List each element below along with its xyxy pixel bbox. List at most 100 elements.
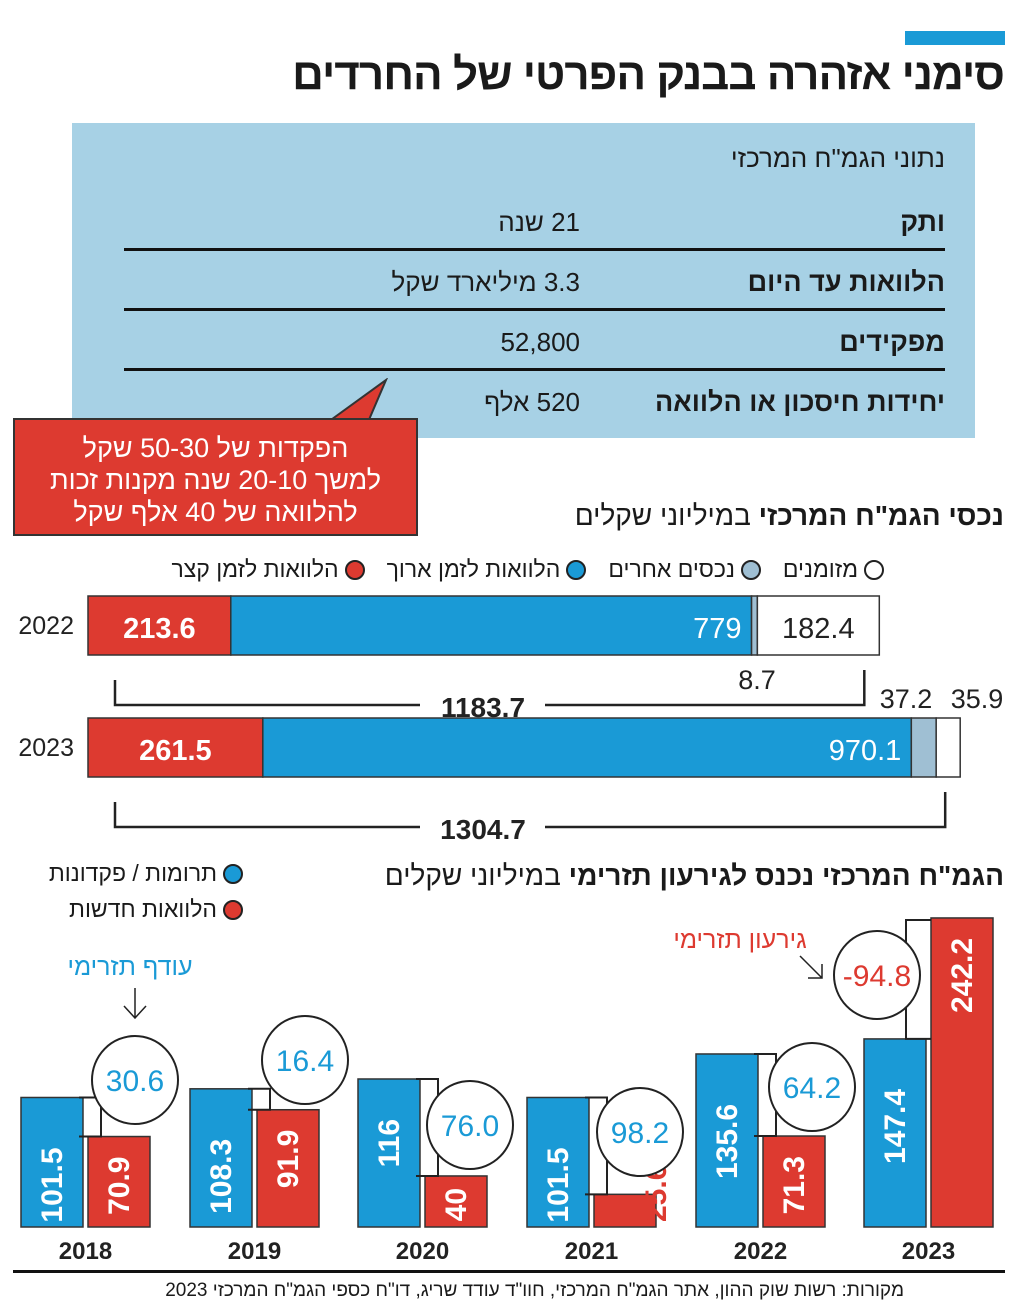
bar-value-label: 779: [693, 613, 741, 645]
difference-label: 16.4: [276, 1045, 334, 1078]
info-row: הלוואות עד היום 3.3 מיליארד שקל: [124, 248, 945, 311]
difference-circle: [426, 1080, 514, 1170]
bar-contributions: [189, 1088, 253, 1228]
bar-contributions: [526, 1096, 590, 1228]
info-value: 3.3 מיליארד שקל: [391, 267, 580, 297]
accent-bar: [905, 31, 1005, 45]
bar-value-label: 71.3: [778, 1156, 811, 1214]
bar-value-label: 213.6: [123, 613, 196, 645]
callout-pointer: [326, 378, 388, 422]
legend-swatch: [223, 863, 243, 884]
difference-bracket: [79, 1096, 102, 1138]
bar-segment: [910, 717, 937, 778]
legend-item: תרומות / פקדונות: [18, 860, 243, 887]
legend-item: הלוואות לזמן ארוך: [387, 556, 587, 583]
legend-item: הלוואות חדשות: [18, 896, 243, 923]
chart1-title: נכסי הגמ"ח המרכזי במיליוני שקלים: [575, 500, 1004, 532]
bar-value-label: 108.3: [205, 1139, 238, 1214]
total-bracket: [113, 670, 866, 707]
arrow-icon: [799, 955, 823, 979]
bar-value-label: 40: [440, 1188, 473, 1221]
bar-new-loans: [256, 1108, 320, 1228]
bar-contributions: [863, 1038, 927, 1228]
chart1-legend: מזומנים נכסים אחרים הלוואות לזמן ארוך הל…: [171, 556, 884, 583]
bar-new-loans: [424, 1175, 488, 1228]
info-row: ותק 21 שנה: [124, 188, 945, 251]
difference-circle: [833, 930, 921, 1020]
legend-label: תרומות / פקדונות: [48, 860, 217, 886]
legend-label: מזומנים: [782, 556, 858, 582]
year-label: 2022: [18, 612, 74, 640]
bar-segment: [87, 717, 264, 778]
year-label: 2021: [565, 1238, 618, 1265]
year-label: 2020: [396, 1238, 449, 1265]
callout-line: להלוואה של 40 אלף שקל: [73, 497, 358, 527]
legend-item: מזומנים: [783, 556, 884, 583]
chart1-title-unit: במיליוני שקלים: [574, 500, 751, 531]
bar-contributions: [20, 1096, 84, 1228]
difference-label: 64.2: [783, 1072, 841, 1105]
info-value: 520 אלף: [484, 387, 580, 417]
chart1-title-main: נכסי הגמ"ח המרכזי: [758, 500, 1004, 531]
bar-value-label: 261.5: [139, 735, 212, 767]
bar-value-label: 70.9: [103, 1157, 136, 1215]
total-bracket: [113, 792, 947, 829]
chart2-title-main: הגמ"ח המרכזי נכנס לגירעון תזרימי: [568, 860, 1004, 891]
deficit-annotation: גירעון תזרימי: [673, 926, 806, 954]
info-subtitle: נתוני הגמ"ח המרכזי: [730, 143, 945, 173]
divider: [13, 1270, 1005, 1273]
chart2-title-unit: במיליוני שקלים: [384, 860, 561, 891]
callout-box: הפקדות של 50-30 שקל למשך 20-10 שנה מקנות…: [13, 418, 418, 536]
difference-circle: [91, 1035, 179, 1125]
source-note: מקורות: רשות שוק ההון, אתר הגמ"ח המרכזי,…: [165, 1280, 904, 1301]
legend-label: הלוואות לזמן ארוך: [386, 556, 561, 582]
callout-line: למשך 20-10 שנה מקנות זכות: [50, 465, 381, 495]
chart2-svg: 101.5 70.9 30.6 2018 108.3 91.9 16.4 2019 116 40 7…: [20, 917, 994, 1265]
difference-circle: [596, 1087, 684, 1177]
bar-new-loans: [930, 917, 994, 1228]
page-title: סימני אזהרה בבנק הפרטי של החרדים: [292, 50, 1005, 99]
bar-value-label: 101.5: [36, 1147, 69, 1222]
bar-value-label: 182.4: [782, 613, 855, 645]
bar-value-label: 147.4: [879, 1089, 912, 1164]
bar-value-label: 91.9: [272, 1130, 305, 1188]
difference-label: -94.8: [843, 960, 911, 993]
info-label: הלוואות עד היום: [747, 267, 945, 297]
info-value: 52,800: [500, 327, 580, 357]
legend-swatch: [864, 559, 884, 580]
info-label: ותק: [900, 207, 945, 237]
info-label: מפקידים: [839, 327, 945, 357]
legend-label: הלוואות חדשות: [69, 896, 217, 922]
bar-value-label: 8.7: [738, 665, 776, 695]
bar-value-label: 35.9: [951, 684, 1004, 714]
legend-label: הלוואות לזמן קצר: [171, 556, 339, 582]
difference-circle: [261, 1015, 349, 1105]
bar-value-label: 37.2: [880, 684, 933, 714]
callout-line: הפקדות של 50-30 שקל: [82, 433, 349, 463]
year-label: 2022: [734, 1238, 787, 1265]
legend-item: נכסים אחרים: [608, 556, 761, 583]
bar-value-label: 101.5: [542, 1147, 575, 1222]
bar-new-loans: [593, 1193, 657, 1228]
info-box: נתוני הגמ"ח המרכזי ותק 21 שנה הלוואות עד…: [72, 123, 975, 438]
difference-label: 76.0: [441, 1110, 499, 1143]
info-label: יחידות חיסכון או הלוואה: [655, 387, 945, 417]
difference-label: 98.2: [611, 1117, 669, 1150]
bar-segment: [230, 595, 753, 656]
info-row: יחידות חיסכון או הלוואה 520 אלף: [124, 368, 945, 428]
legend-swatch: [566, 559, 587, 580]
bar-contributions: [357, 1078, 421, 1228]
difference-circle: [768, 1042, 856, 1132]
year-label: 2023: [18, 734, 74, 762]
year-label: 2023: [902, 1238, 955, 1265]
bar-new-loans: [762, 1135, 826, 1228]
bar-value-label: 116: [373, 1119, 406, 1167]
bar-segment: [935, 717, 961, 778]
legend-label: נכסים אחרים: [608, 556, 735, 582]
difference-bracket: [248, 1087, 271, 1111]
bar-segment: [756, 595, 881, 656]
legend-swatch: [344, 559, 365, 580]
bar-segment: [262, 717, 913, 778]
info-value: 21 שנה: [498, 207, 580, 237]
